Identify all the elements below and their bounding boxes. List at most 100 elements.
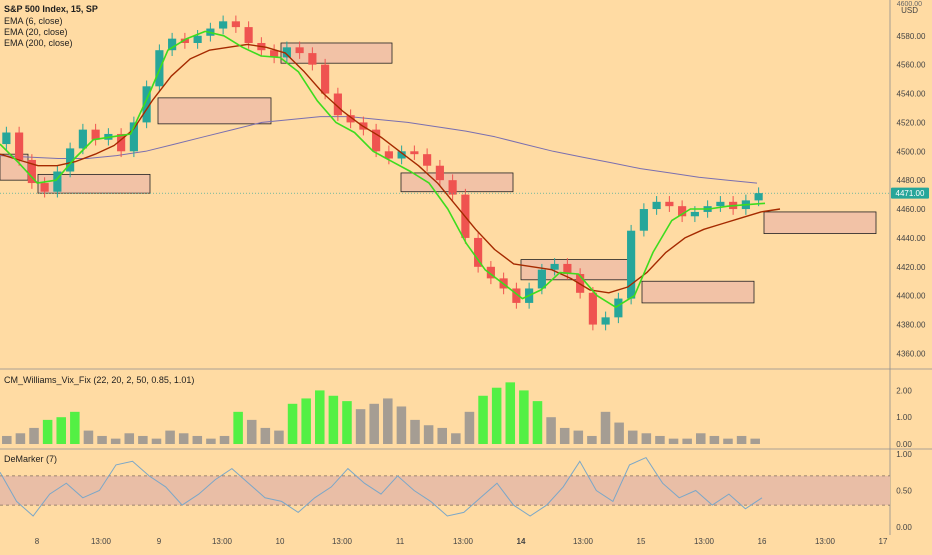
time-tick-label: 13:00 bbox=[815, 537, 836, 546]
candle-body bbox=[550, 263, 559, 270]
legend-ema6[interactable]: EMA (6, close) bbox=[4, 16, 63, 26]
vix-bar bbox=[682, 438, 692, 444]
price-tick-label: 4540.00 bbox=[897, 90, 926, 99]
vix-bar bbox=[383, 398, 393, 444]
candle-body bbox=[652, 201, 661, 210]
candle-body bbox=[397, 151, 406, 159]
price-tick-label: 4520.00 bbox=[897, 118, 926, 127]
candle-body bbox=[486, 266, 495, 279]
demarker-title[interactable]: DeMarker (7) bbox=[4, 454, 57, 464]
zone-box bbox=[400, 172, 514, 193]
price-tick-label: 4480.00 bbox=[897, 176, 926, 185]
price-axis[interactable]: 4580.00 4560.00 4540.00 4520.00 4500.00 4480.… bbox=[896, 32, 926, 532]
time-tick-label: 14 bbox=[517, 537, 526, 546]
candle-body bbox=[295, 47, 304, 54]
vix-bar bbox=[505, 382, 516, 444]
vix-title[interactable]: CM_Williams_Vix_Fix (22, 20, 2, 50, 0.85… bbox=[4, 375, 194, 385]
zone-box bbox=[763, 211, 877, 234]
vix-bar bbox=[233, 411, 243, 444]
candle-body bbox=[66, 148, 75, 172]
vix-bar bbox=[723, 438, 733, 444]
price-tick-label: 4420.00 bbox=[897, 263, 926, 272]
legend-ema20[interactable]: EMA (20, close) bbox=[4, 27, 68, 37]
vix-bar bbox=[668, 438, 679, 444]
candle-body bbox=[53, 171, 62, 192]
candle-body bbox=[244, 27, 253, 43]
legend-ema200[interactable]: EMA (200, close) bbox=[4, 38, 73, 48]
candle-body bbox=[601, 317, 610, 325]
demarker-band bbox=[0, 475, 890, 506]
vix-bar bbox=[192, 435, 203, 444]
demarker-group bbox=[0, 456, 890, 517]
ema20-group bbox=[0, 43, 781, 294]
time-tick-label: 13:00 bbox=[212, 537, 233, 546]
candle-body bbox=[129, 122, 138, 152]
candle-body bbox=[423, 154, 432, 166]
vix-bar bbox=[491, 387, 502, 444]
candle-body bbox=[448, 180, 457, 195]
vix-bar bbox=[301, 398, 311, 444]
time-tick-label: 15 bbox=[637, 537, 646, 546]
time-tick-label: 10 bbox=[276, 537, 285, 546]
vix-bar bbox=[464, 411, 475, 444]
candle-body bbox=[78, 129, 87, 149]
candle-body bbox=[180, 38, 189, 43]
vix-bar bbox=[83, 430, 94, 444]
time-tick-label: 13:00 bbox=[91, 537, 112, 546]
vix-bar bbox=[315, 390, 325, 444]
price-tick-label: 4560.00 bbox=[897, 61, 926, 70]
vix-bar bbox=[559, 427, 570, 444]
vix-tick-label: 1.00 bbox=[896, 413, 912, 422]
demarker-tick-label: 1.00 bbox=[896, 450, 912, 459]
candle-body bbox=[219, 21, 228, 29]
price-tick-label: 4380.00 bbox=[897, 321, 926, 330]
currency-label: USD bbox=[901, 6, 918, 15]
ema200-line bbox=[0, 116, 758, 184]
vix-bar bbox=[396, 406, 407, 444]
time-tick-label: 13:00 bbox=[332, 537, 353, 546]
time-tick-label: 9 bbox=[157, 537, 162, 546]
price-tick-label: 4460.00 bbox=[897, 205, 926, 214]
vix-bar bbox=[423, 425, 434, 444]
vix-bar bbox=[15, 433, 26, 444]
vix-bar bbox=[260, 427, 271, 444]
candle-body bbox=[321, 64, 330, 94]
candle-body bbox=[2, 132, 11, 145]
vix-bar bbox=[573, 430, 584, 444]
candle-body bbox=[716, 201, 725, 207]
time-tick-label: 13:00 bbox=[694, 537, 715, 546]
last-price-text: 4471.00 bbox=[896, 189, 925, 198]
ema20-line bbox=[0, 43, 781, 294]
vix-bar bbox=[355, 409, 366, 444]
time-tick-label: 16 bbox=[758, 537, 767, 546]
time-tick-label: 17 bbox=[879, 537, 888, 546]
vix-bar bbox=[328, 395, 339, 444]
vix-bar bbox=[437, 427, 447, 444]
price-tick-label: 4580.00 bbox=[897, 32, 926, 41]
vix-bar bbox=[206, 438, 216, 444]
candle-body bbox=[270, 50, 279, 58]
vix-bar bbox=[750, 438, 760, 444]
candle-body bbox=[665, 201, 674, 207]
price-tick-label: 4500.00 bbox=[897, 147, 926, 156]
time-axis[interactable]: 8 13:00 9 13:00 10 13:00 11 13:00 14 13:00 15 13:00… bbox=[35, 537, 888, 546]
symbol-title[interactable]: S&P 500 Index, 15, SP bbox=[4, 4, 98, 14]
time-tick-label: 13:00 bbox=[453, 537, 474, 546]
vix-bar bbox=[369, 403, 379, 444]
currency-top: 4600.00 bbox=[897, 1, 922, 8]
candle-body bbox=[512, 288, 521, 303]
demarker-tick-label: 0.50 bbox=[896, 487, 912, 496]
zone-box bbox=[157, 97, 272, 125]
candle-body bbox=[27, 159, 36, 184]
candle-body bbox=[384, 151, 393, 159]
candle-body bbox=[474, 237, 483, 267]
vix-bar bbox=[627, 430, 638, 444]
candle-body bbox=[435, 165, 444, 181]
demarker-line bbox=[0, 456, 763, 517]
vix-tick-label: 0.00 bbox=[896, 440, 912, 449]
vix-bar bbox=[219, 435, 230, 444]
candle-body bbox=[231, 21, 240, 28]
ema200-group bbox=[0, 116, 758, 184]
candle-body bbox=[168, 38, 177, 51]
